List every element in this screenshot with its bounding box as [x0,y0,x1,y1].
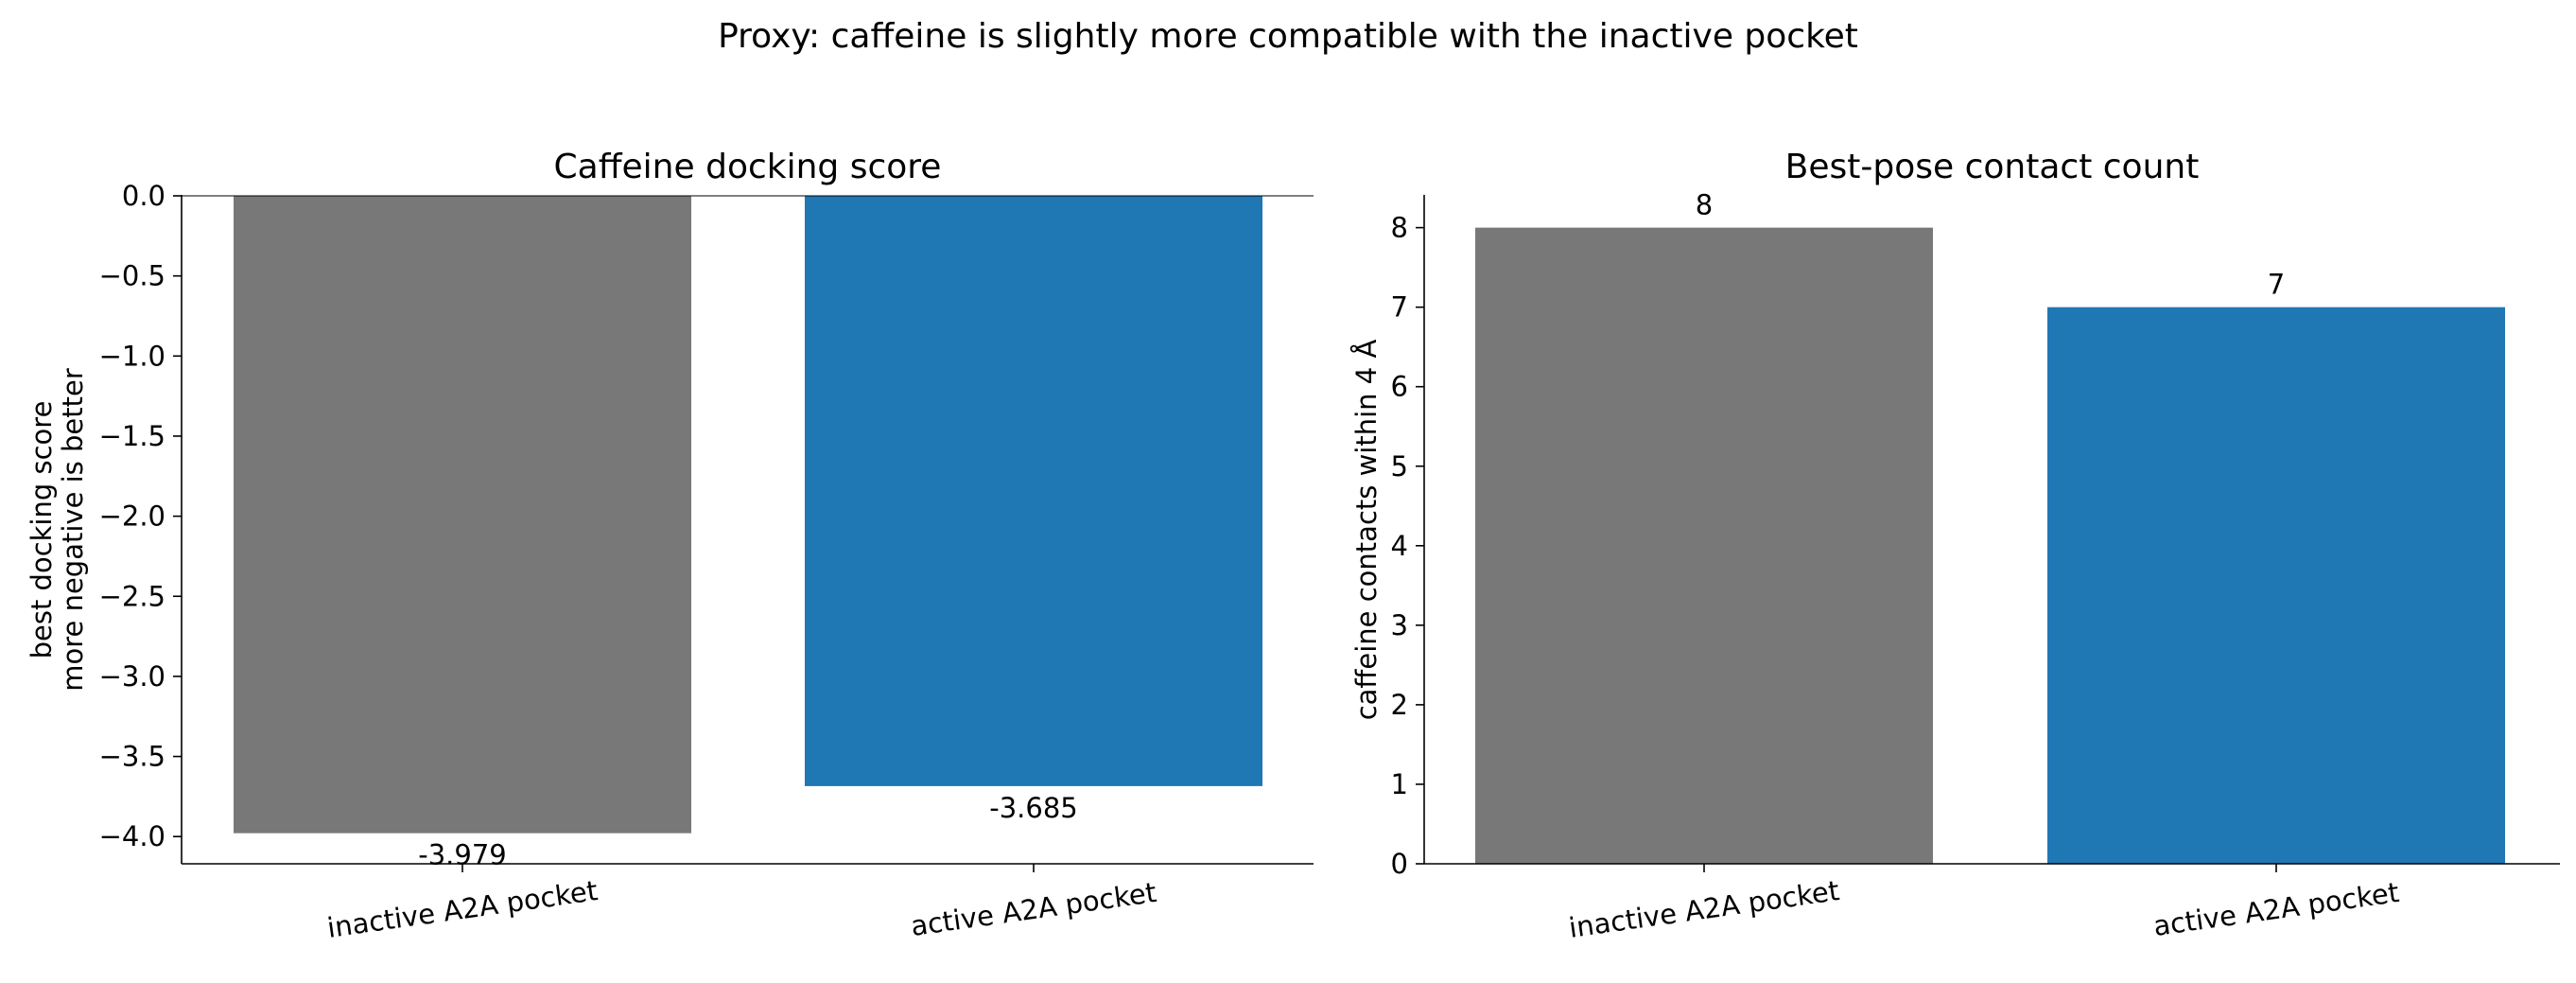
y-tick-label: −0.5 [99,260,165,292]
bar-active-pocket [2047,307,2505,865]
y-tick-label: −2.0 [99,500,165,533]
panel-title: Caffeine docking score [554,148,942,186]
bar-inactive-pocket [234,196,691,834]
x-tick-label: active A2A pocket [2151,876,2401,942]
bar-value-label: -3.685 [989,792,1078,824]
bar-value-label: 8 [1696,189,1713,221]
y-tick-label: 8 [1391,212,1408,244]
y-tick-label: 0 [1391,848,1408,880]
bar-value-label: 7 [2268,269,2285,301]
y-axis-label: more negative is better [57,368,89,692]
y-tick-label: 2 [1391,689,1408,721]
y-axis-label: best docking score [26,401,58,659]
y-tick-label: 4 [1391,530,1408,562]
y-tick-label: −1.5 [99,420,165,452]
bar-active-pocket [805,196,1262,786]
y-axis-label: caffeine contacts within 4 Å [1350,340,1383,721]
x-tick-label: inactive A2A pocket [1567,874,1841,944]
bar-inactive-pocket [1475,227,1933,865]
y-tick-label: 7 [1391,291,1408,324]
y-tick-label: −3.0 [99,660,165,693]
y-tick-label: −4.0 [99,820,165,852]
y-tick-label: 6 [1391,371,1408,403]
contact-count-panel: Best-pose contact count 8 inactive A2A poc… [1350,148,2560,944]
panel-title: Best-pose contact count [1785,148,2200,186]
y-tick-label: 3 [1391,609,1408,641]
x-tick-label: inactive A2A pocket [325,874,600,944]
y-tick-label: −1.0 [99,340,165,372]
y-tick-label: −2.5 [99,580,165,612]
y-tick-label: 1 [1391,768,1408,800]
y-tick-label: 0.0 [122,180,165,212]
figure-suptitle: Proxy: caffeine is slightly more compati… [718,17,1858,56]
y-tick-label: 5 [1391,450,1408,483]
x-tick-label: active A2A pocket [909,876,1158,942]
y-tick-label: −3.5 [99,741,165,773]
